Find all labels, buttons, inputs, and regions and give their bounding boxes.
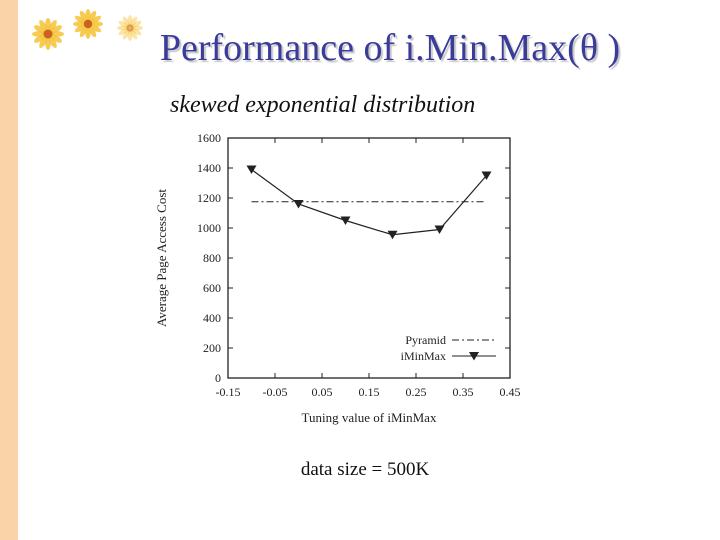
flower-icon [73,9,103,39]
x-tick-label: 0.25 [406,385,427,399]
x-tick-label: 0.45 [500,385,521,399]
x-tick-label: -0.05 [263,385,288,399]
data-point-marker [293,200,304,209]
y-tick-label: 1000 [197,221,221,235]
x-tick-label: -0.15 [216,385,241,399]
x-tick-label: 0.15 [359,385,380,399]
y-tick-label: 200 [203,341,221,355]
y-axis-label: Average Page Access Cost [154,189,169,327]
slide-title: Performance of i.Min.Max(θ ) [159,27,621,69]
y-tick-label: 600 [203,281,221,295]
series-line-iminmax [251,169,487,236]
data-point-marker [340,216,351,225]
line-chart: -0.15 -0.05 0.05 0.15 0.25 0.35 0.45 0 200 400 600… [154,131,521,425]
plot-frame [227,137,511,379]
legend-marker [469,352,479,361]
legend-label: Pyramid [405,333,446,347]
left-accent-bar [0,0,18,540]
y-tick-label: 400 [203,311,221,325]
y-tick-label: 800 [203,251,221,265]
y-tick-label: 1600 [197,131,221,145]
y-tick-label: 1400 [197,161,221,175]
x-axis-label: Tuning value of iMinMax [302,410,437,425]
y-tick-label: 1200 [197,191,221,205]
x-tick-label: 0.35 [453,385,474,399]
flower-icon [32,18,64,50]
data-size-caption: data size = 500K [300,459,430,480]
flower-decoration [32,9,143,50]
flower-icon [117,14,143,42]
data-point-marker [481,171,492,180]
y-tick-label: 0 [215,371,221,385]
data-point-marker [434,225,445,234]
x-tick-label: 0.05 [312,385,333,399]
legend-label: iMinMax [401,349,446,363]
data-point-marker [246,165,257,174]
slide-subtitle: skewed exponential distribution [170,92,476,118]
data-point-marker [387,230,398,240]
